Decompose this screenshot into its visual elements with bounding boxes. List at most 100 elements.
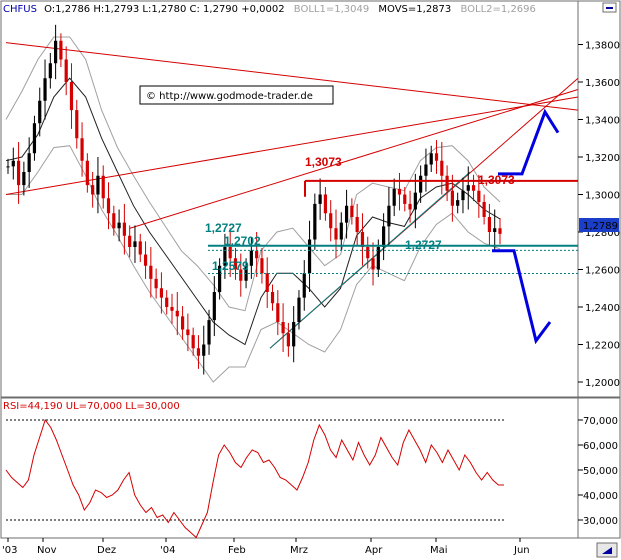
candle-body xyxy=(191,335,195,349)
candle-body xyxy=(292,322,296,347)
scroll-right-icon xyxy=(602,547,612,554)
header-symbol: CHFUS xyxy=(3,4,37,15)
rsi-tick-label: 60,000 xyxy=(583,441,618,452)
candle-body xyxy=(329,213,333,229)
rsi-tick-label: 40,000 xyxy=(583,491,618,502)
header-line: CHFUS O:1,2786 H:1,2793 L:1,2780 C: 1,27… xyxy=(3,4,536,15)
time-tick-label: Dez xyxy=(97,545,116,556)
candle-body xyxy=(276,303,280,322)
trendline-descending xyxy=(5,42,579,111)
candle-body xyxy=(154,278,158,289)
candle-body xyxy=(297,297,301,322)
candle-body xyxy=(424,164,428,176)
grid xyxy=(6,419,504,521)
price-tick-label: 1,3200 xyxy=(585,153,620,164)
candle-body xyxy=(80,138,84,161)
candle-body xyxy=(265,273,269,292)
candle-body xyxy=(387,205,391,227)
rsi-tick-label: 70,000 xyxy=(583,416,618,427)
label-resistance-right: 1,3073 xyxy=(478,173,515,187)
candle-body xyxy=(180,316,185,330)
trendline-upper-channel xyxy=(129,89,579,229)
candle-body xyxy=(461,190,465,201)
candle-body xyxy=(85,160,89,186)
candle-body xyxy=(165,297,169,307)
candle-body xyxy=(122,222,126,236)
candle-body xyxy=(149,265,153,279)
candle-body xyxy=(6,166,10,168)
candle-body xyxy=(32,123,37,154)
candle-body xyxy=(371,258,375,270)
candle-body xyxy=(196,348,201,356)
price-axis-panel xyxy=(577,0,621,398)
candle-body xyxy=(223,247,227,266)
axes: 1,2000 1,2200 1,2400 1,2600 1,2800 1,3000 1,32… xyxy=(2,41,620,557)
time-tick-label: Feb xyxy=(228,545,246,556)
header-movs: MOVS=1,2873 xyxy=(378,4,451,15)
candle-body xyxy=(91,185,95,195)
candle-body xyxy=(270,292,275,304)
candle-body xyxy=(286,333,290,347)
candle-body xyxy=(334,228,338,240)
candle-body xyxy=(323,194,328,214)
candle-body xyxy=(450,190,454,206)
moving-average xyxy=(5,77,501,346)
candle-body xyxy=(16,160,21,186)
candle-body xyxy=(48,63,52,79)
candle-body xyxy=(498,228,502,234)
candle-body xyxy=(159,288,164,298)
candle-body xyxy=(101,175,105,199)
time-tick-label: Apr xyxy=(365,545,383,556)
label-resistance-left: 1,3073 xyxy=(305,155,342,169)
candle-body xyxy=(429,153,433,165)
candle-body xyxy=(96,175,100,195)
price-tick-label: 1,3000 xyxy=(585,191,620,202)
scroll-right-button[interactable] xyxy=(596,542,618,558)
time-tick-label: '04 xyxy=(160,545,175,556)
candle-body xyxy=(355,217,359,232)
candle-body xyxy=(54,40,58,64)
candle-body xyxy=(408,203,412,210)
candle-body xyxy=(218,265,222,292)
rsi-panel xyxy=(0,397,579,539)
candle-body xyxy=(302,273,306,298)
minimize-icon xyxy=(606,7,613,9)
candle-body xyxy=(313,203,317,240)
header-boll2: BOLL2=1,2696 xyxy=(460,4,535,15)
candle-body xyxy=(318,194,322,204)
time-tick-label: Mrz xyxy=(290,545,308,556)
candle-body xyxy=(392,188,396,206)
candle-body xyxy=(397,188,402,195)
trendline-steep-teal xyxy=(269,171,471,349)
candle-body xyxy=(186,329,190,336)
candle-body xyxy=(233,258,238,270)
candle-body xyxy=(128,235,132,247)
price-tick-label: 1,3800 xyxy=(585,41,620,52)
candle-body xyxy=(281,322,285,334)
level-lines xyxy=(5,179,578,539)
price-tick-label: 1,2800 xyxy=(585,228,620,239)
candle-body xyxy=(244,265,248,281)
trendlines xyxy=(5,42,579,349)
trendline-lower-channel xyxy=(5,96,579,195)
candle-body xyxy=(487,217,492,232)
time-tick-label: Nov xyxy=(37,545,57,556)
candle-body xyxy=(482,202,486,217)
candle-body xyxy=(207,320,211,345)
rsi-axis-panel xyxy=(577,397,621,539)
label-support-a: 1,2727 xyxy=(205,221,242,235)
time-tick-label: Mai xyxy=(430,545,448,556)
candle-body xyxy=(255,250,259,259)
candle-body xyxy=(64,59,68,82)
candle-body xyxy=(471,185,476,191)
price-tick-label: 1,2600 xyxy=(585,266,620,277)
candle-body xyxy=(22,172,26,186)
candles xyxy=(6,24,502,375)
candle-body xyxy=(239,269,243,281)
price-tick-label: 1,3400 xyxy=(585,116,620,127)
projection-arrows xyxy=(492,108,560,345)
watermark-text: © http://www.godmode-trader.de xyxy=(146,91,313,102)
candle-body xyxy=(38,100,42,124)
candle-body xyxy=(138,241,142,255)
candle-body xyxy=(382,226,386,247)
